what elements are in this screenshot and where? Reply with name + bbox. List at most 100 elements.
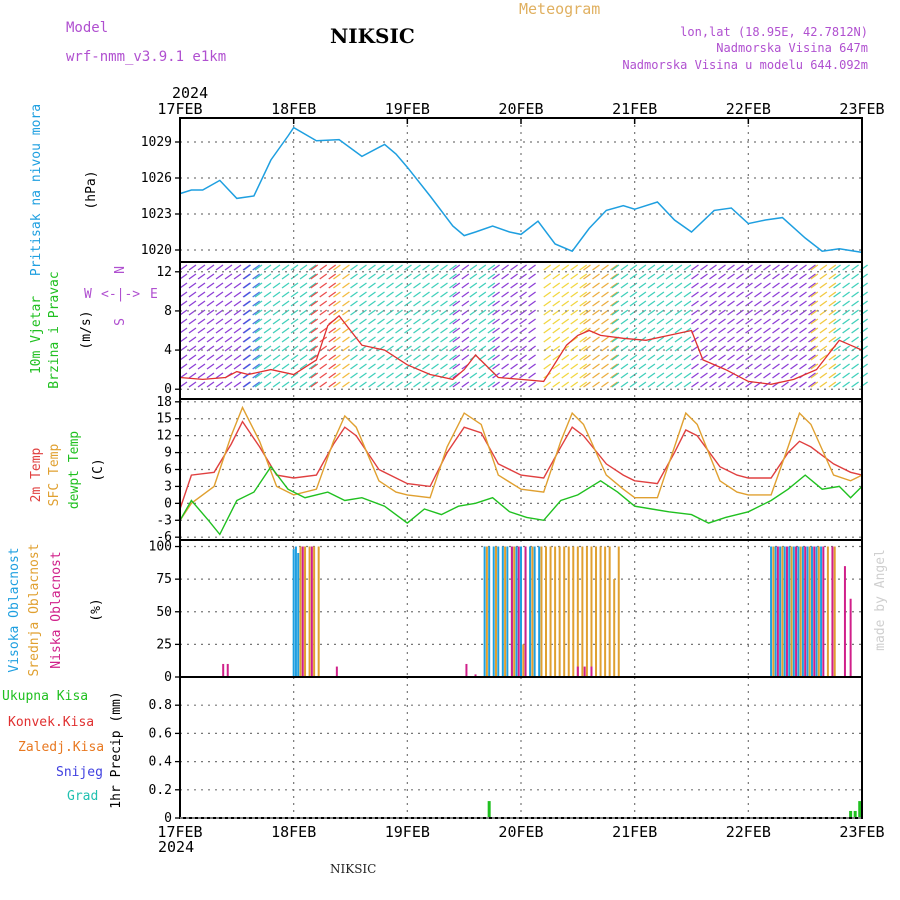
wind-barb bbox=[469, 273, 478, 280]
wind-barb bbox=[319, 282, 328, 289]
wind-barb bbox=[629, 381, 638, 388]
wind-barb bbox=[359, 318, 367, 325]
wind-barb bbox=[763, 336, 771, 343]
wind-barb bbox=[254, 282, 263, 289]
wind-barb bbox=[700, 336, 708, 343]
wind-barb bbox=[665, 372, 674, 379]
wind-barb bbox=[263, 318, 272, 325]
wind-barb bbox=[377, 291, 385, 298]
wind-barb bbox=[440, 318, 448, 325]
wind-barb bbox=[328, 327, 337, 334]
precip-legend-item: Ukupna Kisa bbox=[2, 689, 88, 704]
wind-barb bbox=[772, 336, 780, 343]
wind-barb bbox=[579, 318, 588, 325]
wind-barb bbox=[647, 327, 656, 334]
wind-barb bbox=[819, 318, 828, 325]
wind-barb bbox=[272, 300, 281, 307]
wind-barb bbox=[528, 354, 536, 361]
wind-barb bbox=[808, 282, 816, 289]
wind-barb bbox=[510, 273, 518, 280]
wind-barb bbox=[620, 381, 629, 388]
wind-barb bbox=[638, 273, 647, 280]
wind-barb bbox=[386, 273, 394, 280]
wind-barb bbox=[610, 363, 618, 370]
wind-barb bbox=[674, 264, 683, 271]
wind-barb bbox=[842, 354, 850, 361]
credit-label: made by Angel bbox=[873, 549, 888, 651]
wind-barb bbox=[833, 318, 841, 325]
wind-barb bbox=[395, 300, 403, 307]
wind-barb bbox=[310, 354, 319, 361]
wind-barb bbox=[828, 309, 837, 316]
wind-barb bbox=[754, 354, 762, 361]
wind-barb bbox=[601, 318, 609, 325]
wind-barb bbox=[243, 264, 252, 271]
wind-barb bbox=[461, 336, 470, 343]
wind-barb bbox=[745, 282, 753, 289]
xtick-label-bottom: 19FEB bbox=[385, 823, 430, 841]
wind-barb bbox=[308, 345, 317, 352]
wind-barb bbox=[583, 381, 591, 388]
wind-barb bbox=[810, 354, 819, 361]
wind-barb bbox=[842, 273, 850, 280]
wind-barb bbox=[333, 264, 341, 271]
wind-barb bbox=[842, 363, 850, 370]
wind-barb bbox=[610, 381, 618, 388]
wind-barb bbox=[683, 291, 692, 298]
wind-barb bbox=[810, 273, 819, 280]
wind-title: 10m Vjetar bbox=[29, 296, 44, 374]
wind-barb bbox=[413, 291, 421, 298]
wind-barb bbox=[308, 318, 317, 325]
wind-barb bbox=[709, 354, 717, 361]
wind-barb bbox=[252, 300, 261, 307]
wind-barb bbox=[224, 282, 233, 289]
wind-barb bbox=[510, 264, 518, 271]
wind-barb bbox=[647, 345, 656, 352]
wind-barb bbox=[308, 381, 317, 388]
wind-barb bbox=[342, 282, 350, 289]
wind-barb bbox=[243, 282, 252, 289]
wind-barb bbox=[359, 327, 367, 334]
wind-barb bbox=[440, 300, 448, 307]
wind-barb bbox=[197, 363, 206, 370]
wind-barb bbox=[422, 363, 430, 370]
wind-barb bbox=[528, 273, 536, 280]
wind-barb bbox=[449, 345, 457, 352]
wind-barb bbox=[461, 273, 470, 280]
wind-barb bbox=[790, 264, 798, 271]
ytick-label: 0.8 bbox=[149, 698, 172, 713]
wind-barb bbox=[290, 282, 299, 289]
wind-barb bbox=[552, 336, 561, 343]
wind-barb bbox=[552, 345, 561, 352]
wind-barb bbox=[452, 354, 461, 361]
wind-barb bbox=[328, 291, 337, 298]
wind-barb bbox=[487, 318, 496, 325]
wind-barb bbox=[519, 372, 527, 379]
wind-barb bbox=[233, 264, 242, 271]
wind-barb bbox=[469, 381, 478, 388]
wind-barb bbox=[272, 345, 281, 352]
wind-barb bbox=[763, 381, 771, 388]
panel-frame bbox=[179, 676, 863, 819]
wind-barb bbox=[833, 345, 841, 352]
wind-barb bbox=[611, 282, 620, 289]
wind-barb bbox=[592, 264, 600, 271]
wind-barb bbox=[570, 282, 579, 289]
wind-barb bbox=[328, 372, 337, 379]
wind-barb bbox=[254, 318, 263, 325]
wind-barb bbox=[833, 291, 841, 298]
wind-barb bbox=[583, 282, 591, 289]
wind-barb bbox=[478, 273, 487, 280]
wind-barb bbox=[386, 372, 394, 379]
wind-barb bbox=[469, 372, 478, 379]
wind-barb bbox=[308, 282, 317, 289]
wind-barb bbox=[206, 327, 215, 334]
wind-barb bbox=[528, 372, 536, 379]
ytick-label: 75 bbox=[156, 572, 172, 587]
wind-barb bbox=[790, 300, 798, 307]
wind-barb bbox=[552, 282, 561, 289]
wind-barb bbox=[404, 363, 412, 370]
wind-barb bbox=[461, 327, 470, 334]
wind-barb bbox=[799, 345, 807, 352]
